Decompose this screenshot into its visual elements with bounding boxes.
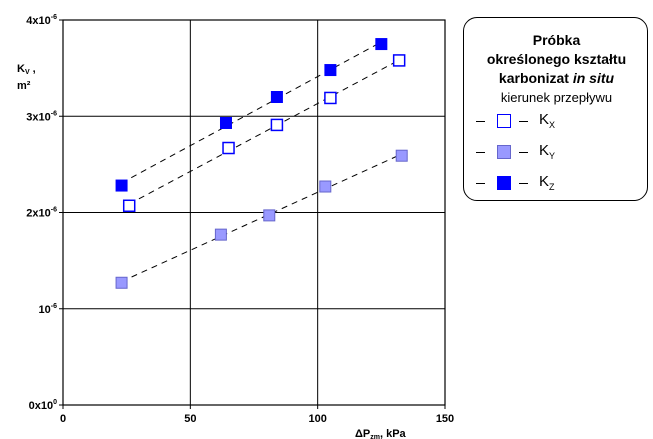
- legend-entry-ky: KY: [476, 142, 636, 164]
- legend-dash: [519, 152, 528, 153]
- y-tick-label: 4x10-6: [26, 14, 57, 27]
- legend-label-kz: KZ: [539, 173, 555, 192]
- filled-square-marker-icon: [497, 176, 511, 190]
- open-square-marker-icon: [497, 114, 511, 128]
- data-point-z: [219, 116, 232, 129]
- x-tick-label: 100: [308, 413, 326, 425]
- light-filled-square-marker-icon: [497, 145, 511, 159]
- y-axis-label: KV ,: [17, 63, 36, 76]
- data-point-z: [324, 64, 337, 77]
- x-tick-label: 150: [436, 413, 454, 425]
- legend-entry-kx: KX: [476, 111, 636, 133]
- data-point-z: [270, 91, 283, 103]
- data-point-x: [270, 118, 284, 132]
- legend-dash: [519, 121, 528, 122]
- legend-dash: [519, 183, 528, 184]
- data-point-y: [395, 149, 408, 162]
- data-point-x: [392, 54, 406, 67]
- legend-title-line2: określonego kształtu: [486, 51, 627, 67]
- y-tick-label: 3x10-6: [26, 110, 57, 123]
- data-point-y: [263, 209, 276, 222]
- legend-title-line1: Próbka: [532, 32, 581, 48]
- x-tick-label: 0: [60, 413, 66, 425]
- axes: [59, 19, 446, 409]
- trend-lines: [121, 41, 402, 283]
- tick-labels: 0 50 100 150 0x100 10-6 2x10-6 3x10-6 4x10-6: [26, 14, 454, 425]
- data-point-y: [319, 180, 332, 193]
- y-tick-label: 10-6: [39, 303, 58, 316]
- grid: [63, 20, 445, 405]
- data-points: [115, 38, 408, 289]
- legend-label-kx: KX: [539, 111, 556, 130]
- legend-dash: [476, 121, 485, 122]
- axis-titles: KV , m² ΔPzm, kPa: [17, 63, 407, 439]
- legend-title-line3: karbonizat in situ: [498, 70, 615, 86]
- legend: Próbka określonego kształtu karbonizat i…: [463, 17, 648, 201]
- data-point-y: [214, 228, 227, 241]
- y-axis-unit: m²: [17, 80, 31, 92]
- legend-entry-kz: KZ: [476, 173, 636, 195]
- data-point-y: [115, 276, 128, 289]
- trend-line-y: [121, 153, 402, 283]
- x-axis-label: ΔPzm, kPa: [355, 428, 407, 439]
- trend-line-x: [128, 59, 400, 205]
- legend-dash: [476, 152, 485, 153]
- data-point-x: [122, 199, 136, 213]
- data-point-z: [375, 38, 388, 51]
- x-tick-label: 50: [184, 413, 196, 425]
- legend-subtitle: kierunek przepływu: [500, 90, 613, 105]
- data-point-x: [324, 91, 337, 105]
- data-point-x: [222, 141, 235, 155]
- data-point-z: [115, 179, 128, 192]
- legend-dash: [476, 183, 485, 184]
- legend-label-ky: KY: [539, 142, 556, 161]
- trend-line-z: [121, 41, 382, 184]
- y-tick-label: 2x10-6: [26, 207, 57, 220]
- y-tick-label: 0x100: [29, 399, 57, 412]
